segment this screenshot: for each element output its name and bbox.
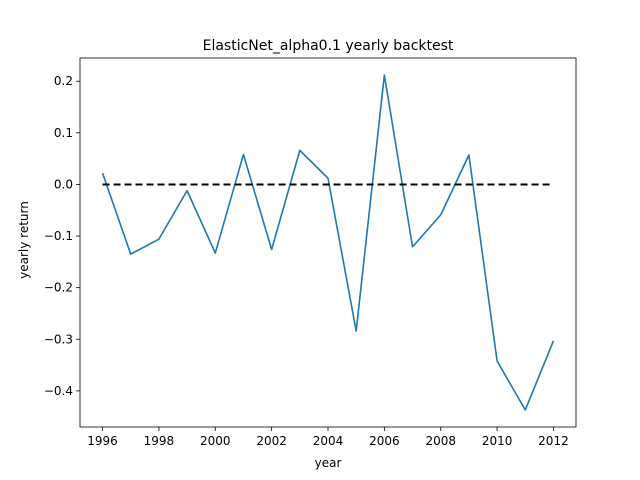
plot-area: 1996 1998 2000 2002 2004 2006 2008 2010 2012 −0.4… (44, 57, 577, 448)
x-tick-label-2000: 2000 (200, 434, 231, 448)
x-axis-label: year (315, 456, 342, 470)
x-tick-label-2006: 2006 (369, 434, 400, 448)
series-line-0 (101, 74, 555, 411)
x-tick-label-2004: 2004 (313, 434, 344, 448)
x-tick-label-2012: 2012 (538, 434, 569, 448)
x-tick-label-1998: 1998 (144, 434, 175, 448)
x-tick-label-1996: 1996 (87, 434, 118, 448)
x-tick-label-2008: 2008 (425, 434, 456, 448)
y-tick-label-0: −0.4 (44, 384, 73, 398)
x-tick-label-2010: 2010 (482, 434, 513, 448)
y-axis-label: yearly return (17, 201, 31, 279)
chart-title: ElasticNet_alpha0.1 yearly backtest (203, 38, 454, 54)
y-tick-label-3: −0.1 (44, 229, 73, 243)
y-tick-label-5: 0.1 (54, 126, 73, 140)
y-tick-label-4: 0.0 (54, 177, 73, 191)
x-tick-label-2002: 2002 (256, 434, 287, 448)
y-tick-label-6: 0.2 (54, 74, 73, 88)
y-tick-label-1: −0.3 (44, 332, 73, 346)
y-tick-label-2: −0.2 (44, 281, 73, 295)
